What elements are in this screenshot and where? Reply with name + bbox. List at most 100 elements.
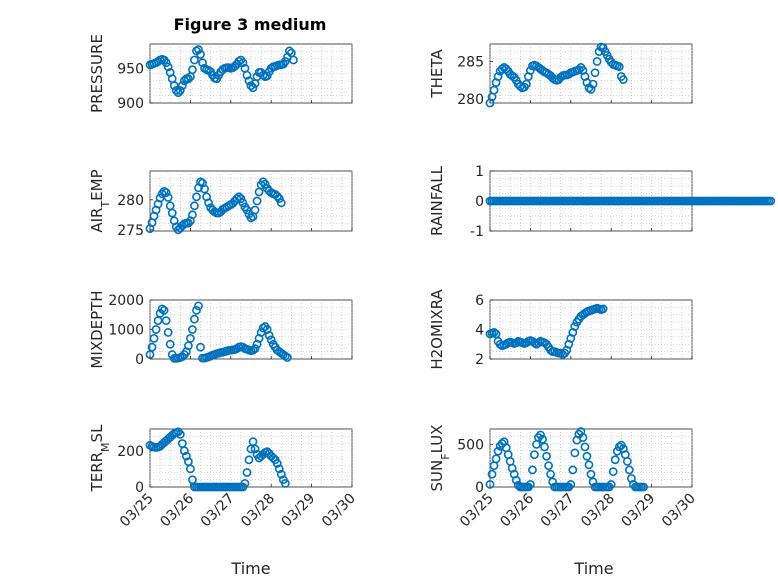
pressure-data-point <box>196 50 205 59</box>
xtick-label-03-26: 03/26 <box>497 490 537 530</box>
rainfall-data-point <box>766 196 776 206</box>
pressure-data-point <box>190 55 199 65</box>
mixdepth-axis-label: MIXDEPTH <box>88 290 106 368</box>
pressure-data-point <box>289 55 298 65</box>
sun-flux-ytick-label: 0 <box>475 480 484 496</box>
xtick-label-03-30: 03/30 <box>319 491 359 531</box>
mixdepth-data-point <box>250 344 260 354</box>
subplot-terr-msl: 0 200 03/25 03/26 03/27 03/28 03/29 03/30 TERRMS… <box>88 424 359 530</box>
sun-flux-data-point <box>568 465 578 475</box>
sun-flux-data-point <box>586 469 596 479</box>
pressure-data-point <box>242 70 252 80</box>
xtick-label-03-29: 03/29 <box>279 491 319 531</box>
air-temp-data-point <box>188 210 197 220</box>
mixdepth-data-point <box>280 351 290 361</box>
air-temp-data-point <box>190 201 199 211</box>
mixdepth-data-point <box>147 342 157 352</box>
sun-flux-axis-label: SUNFLUX <box>428 425 452 492</box>
mixdepth-ytick-label: 2000 <box>108 293 144 309</box>
terr-msl-data-point <box>280 478 290 488</box>
pressure-data-point <box>188 65 197 75</box>
mixdepth-data-point <box>282 353 292 362</box>
sun-flux-data-point <box>622 457 632 466</box>
h2omixra-data-point <box>511 338 521 348</box>
subplot-rainfall: -1 0 1 RAINFALL <box>428 164 776 240</box>
rainfall-axis-label: RAINFALL <box>428 165 446 236</box>
mixdepth-data-point <box>192 305 201 315</box>
x-axis-label-left: Time <box>230 559 270 578</box>
sun-flux-data-point <box>528 465 537 475</box>
sun-flux-data-point <box>610 455 620 465</box>
air-temp-data-point <box>250 205 260 215</box>
pressure-ytick-label: 900 <box>117 96 144 112</box>
sun-flux-data-point <box>536 430 545 440</box>
theta-data-point <box>586 84 596 94</box>
mixdepth-data-point <box>151 325 161 334</box>
pressure-data-point <box>248 83 258 93</box>
pressure-data-point <box>163 62 173 72</box>
sun-flux-data-point <box>639 482 648 492</box>
air-temp-data-point <box>242 205 252 215</box>
subplot-grid: 900 950 PRESSURE 280 285 THETA 275 280 AIRTEMP -1… <box>88 34 776 531</box>
air-temp-data-point <box>167 208 177 218</box>
sun-flux-data-point <box>493 446 503 456</box>
terr-msl-data-point <box>276 469 286 479</box>
terr-msl-ytick-label: 0 <box>135 480 144 496</box>
terr-msl-data-point <box>179 446 189 456</box>
mixdepth-data-point <box>157 304 167 314</box>
x-axis-label-right: Time <box>573 559 613 578</box>
rainfall-ytick-label: -1 <box>470 224 484 240</box>
sun-flux-data-point <box>544 461 553 471</box>
xtick-label-03-30: 03/30 <box>659 491 699 531</box>
terr-msl-data-point <box>242 468 252 477</box>
theta-data-point <box>618 75 628 84</box>
xtick-label-03-26: 03/26 <box>157 490 197 530</box>
theta-data-point <box>493 72 503 81</box>
air-temp-axis-label: AIRTEMP <box>88 169 112 232</box>
mixdepth-data-point <box>194 301 203 311</box>
mixdepth-ytick-label: 1000 <box>108 323 144 339</box>
subplot-h2omixra: 2 4 6 H2OMIXRA <box>428 289 693 370</box>
air-temp-data-point <box>276 198 286 208</box>
sun-flux-data-point <box>542 451 551 461</box>
pressure-data-point <box>262 71 272 81</box>
pressure-data-point <box>171 86 181 95</box>
theta-ytick-label: 280 <box>457 92 484 108</box>
mixdepth-data-point <box>190 314 199 324</box>
theta-axis-label: THETA <box>428 49 446 99</box>
terr-msl-ytick-label: 200 <box>117 444 144 460</box>
xtick-label-03-28: 03/28 <box>238 491 278 531</box>
mixdepth-data-point <box>159 305 169 315</box>
pressure-data-point <box>194 45 203 54</box>
air-temp-data-point <box>200 184 209 194</box>
sun-flux-data-point <box>606 480 616 489</box>
sun-flux-data-point <box>614 442 624 452</box>
air-temp-data-point <box>232 194 242 203</box>
h2omixra-data-point <box>495 339 505 349</box>
sun-flux-data-point <box>582 451 592 461</box>
sun-flux-data-point <box>566 480 576 489</box>
mixdepth-data-point <box>196 342 205 352</box>
h2omixra-data-point <box>570 322 580 331</box>
xtick-label-03-25: 03/25 <box>117 491 157 531</box>
air-temp-data-point <box>192 192 201 202</box>
subplot-theta: 280 285 THETA <box>428 42 693 108</box>
theta-data-point <box>588 79 598 89</box>
terr-msl-data-point <box>181 451 191 461</box>
subplot-sun-flux: 0 500 03/25 03/26 03/27 03/28 03/29 03/30 SUNFLU… <box>428 425 699 531</box>
terr-msl-data-point <box>268 453 278 463</box>
terr-msl-data-point <box>244 455 254 465</box>
h2omixra-data-point <box>598 304 608 314</box>
theta-data-point <box>521 79 531 89</box>
air-temp-data-point <box>236 194 246 203</box>
sun-flux-data-point <box>570 448 580 458</box>
h2omixra-ytick-label: 6 <box>475 293 484 309</box>
mixdepth-data-point <box>165 339 175 349</box>
h2omixra-data-point <box>530 338 539 348</box>
xtick-label-03-29: 03/29 <box>619 491 659 531</box>
theta-data-point <box>592 56 602 66</box>
subplot-air-temp: 275 280 AIRTEMP <box>88 169 353 239</box>
mixdepth-data-point <box>149 333 159 343</box>
xtick-label-03-27: 03/27 <box>198 491 238 531</box>
